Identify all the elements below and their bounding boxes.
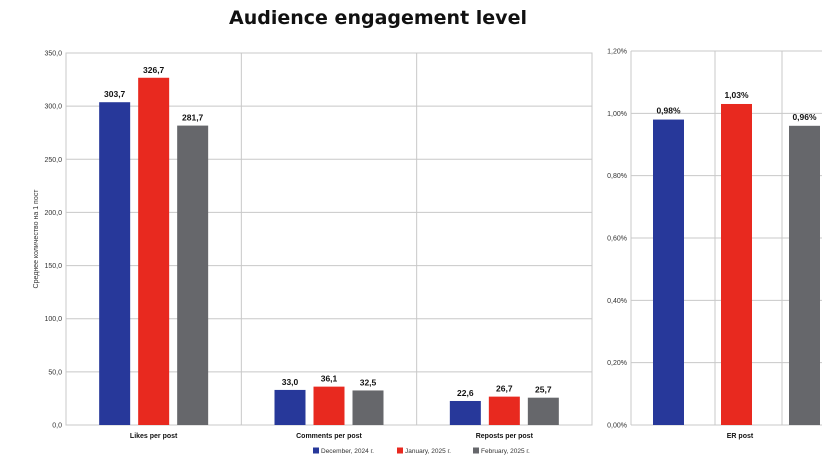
bar-january	[138, 77, 170, 425]
bar-february	[352, 390, 384, 425]
er-bar-january	[721, 103, 752, 425]
right-y-tick-label: 0,40%	[607, 298, 627, 305]
right-y-tick-label: 0,20%	[607, 360, 627, 367]
bar-december	[99, 102, 131, 425]
left-y-tick-label: 300,0	[44, 104, 62, 111]
right-y-tick-label: 0,00%	[607, 423, 627, 430]
er-bar-december	[653, 119, 684, 426]
left-y-tick-label: 50,0	[48, 369, 62, 376]
bar-february	[527, 397, 559, 425]
right-y-tick-label: 0,80%	[607, 173, 627, 180]
legend-swatch-december	[313, 447, 319, 454]
er-bar-value-label: 1,03%	[724, 90, 749, 100]
bar-value-label: 25,7	[535, 385, 552, 395]
left-y-tick-label: 150,0	[44, 263, 62, 270]
x-category-label: Comments per post	[296, 433, 362, 440]
legend-label: February, 2025 г.	[481, 448, 530, 455]
left-y-tick-label: 200,0	[44, 210, 62, 217]
bar-value-label: 326,7	[143, 65, 165, 75]
chart-title: Audience engagement level	[229, 7, 527, 29]
bar-january	[488, 396, 520, 425]
legend-label: January, 2025 г.	[405, 448, 451, 455]
er-bar-value-label: 0,98%	[656, 106, 681, 116]
er-bar-value-label: 0,96%	[792, 112, 817, 122]
x-category-label: Likes per post	[130, 433, 178, 440]
left-y-axis-label: Среднее количество на 1 пост	[33, 189, 40, 289]
bar-value-label: 33,0	[282, 377, 299, 387]
bar-december	[274, 389, 306, 425]
legend-swatch-february	[473, 447, 479, 454]
bar-value-label: 32,5	[360, 377, 377, 387]
x-category-label-er: ER post	[727, 433, 754, 440]
right-y-tick-label: 1,20%	[607, 49, 627, 56]
left-y-tick-label: 250,0	[44, 157, 62, 164]
bar-december	[449, 400, 481, 425]
left-y-tick-label: 0,0	[52, 423, 62, 430]
left-y-tick-label: 350,0	[44, 51, 62, 58]
bar-value-label: 36,1	[321, 374, 338, 384]
bar-value-label: 281,7	[182, 113, 204, 123]
x-category-label: Reposts per post	[476, 433, 534, 440]
legend-swatch-january	[397, 447, 403, 454]
right-y-tick-label: 0,60%	[607, 236, 627, 243]
bar-value-label: 26,7	[496, 384, 513, 394]
bar-february	[177, 125, 209, 425]
bar-value-label: 303,7	[104, 89, 126, 99]
right-y-tick-label: 1,00%	[607, 111, 627, 118]
left-y-tick-label: 100,0	[44, 316, 62, 323]
er-bar-february	[789, 125, 820, 426]
bar-january	[313, 386, 345, 425]
bar-value-label: 22,6	[457, 388, 474, 398]
legend-label: December, 2024 г.	[321, 448, 374, 455]
